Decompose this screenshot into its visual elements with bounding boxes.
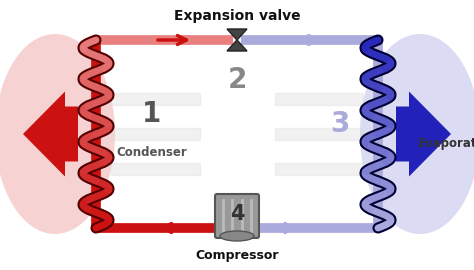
FancyArrow shape [396, 92, 451, 177]
Text: 4: 4 [230, 204, 244, 224]
Polygon shape [227, 29, 247, 51]
Text: 3: 3 [330, 110, 350, 138]
Ellipse shape [220, 231, 254, 241]
Text: Expansion valve: Expansion valve [173, 9, 301, 23]
Text: Condenser: Condenser [117, 146, 187, 158]
Text: 1: 1 [142, 100, 162, 128]
FancyArrow shape [23, 92, 78, 177]
Ellipse shape [360, 34, 474, 234]
Text: Compressor: Compressor [195, 249, 279, 262]
FancyBboxPatch shape [215, 194, 259, 238]
Text: Evaporator: Evaporator [419, 137, 474, 150]
Ellipse shape [0, 34, 115, 234]
Text: 2: 2 [228, 66, 246, 94]
